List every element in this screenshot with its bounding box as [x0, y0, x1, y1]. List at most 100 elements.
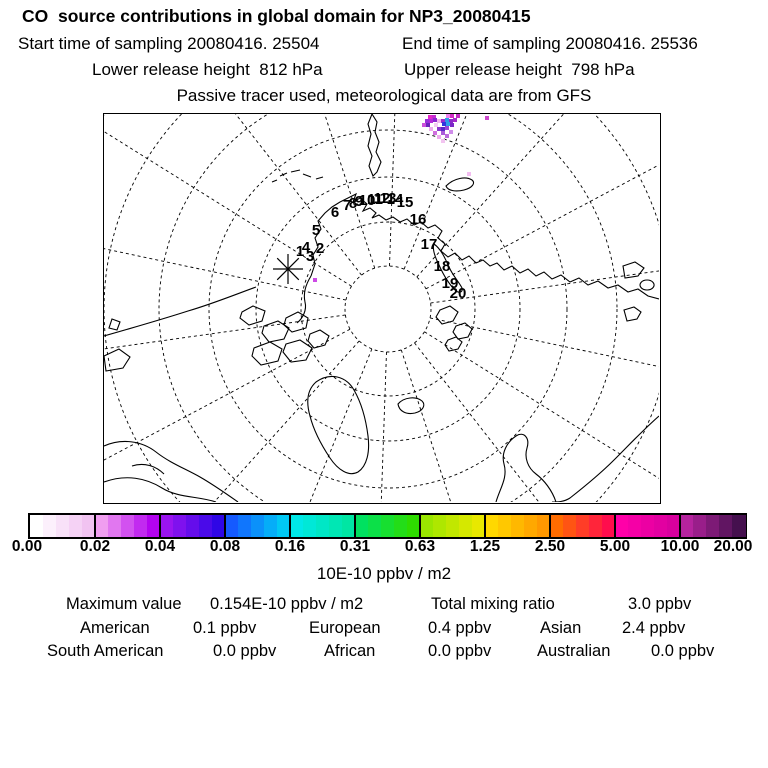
colorbar-cell [316, 515, 330, 537]
plume-cell [446, 122, 450, 126]
colorbar-divider [289, 514, 291, 538]
colorbar-cell [732, 515, 746, 537]
stat-text: South American [47, 642, 164, 660]
colorbar-cell [433, 515, 447, 537]
meridian-line [416, 114, 565, 278]
plume-cell [437, 127, 441, 131]
colorbar-tick-label: 0.31 [339, 538, 371, 555]
colorbar-cell [602, 515, 616, 537]
plume-cell [450, 123, 454, 127]
plume-cell [446, 114, 450, 118]
colorbar-tick-labels: 0.00 0.02 0.04 0.08 0.16 0.31 0.63 1.25 2.50 5.00… [0, 538, 768, 556]
colorbar-tick-label: 10.00 [660, 538, 700, 555]
colorbar-cell [108, 515, 122, 537]
lower-release-text: Lower release height 812 hPa [92, 60, 323, 79]
coastlines [104, 114, 659, 502]
plume-cell [433, 118, 437, 122]
colorbar-units-label: 10E-10 ppbv / m2 [316, 564, 452, 583]
trajectory-point-label: 12 [374, 190, 391, 207]
colorbar-cell [498, 515, 512, 537]
polar-map-frame: 1 2 3 4 5 6 7 8 9 10 11 12 13 14 15 16 17 18 19 20 [103, 113, 661, 504]
canadian-archipelago [239, 305, 330, 366]
colorbar-cell [472, 515, 486, 537]
bottom-left-coast [104, 477, 217, 502]
colorbar-cell [121, 515, 135, 537]
colorbar-cell [199, 515, 213, 537]
plume-cell [449, 130, 453, 134]
meridian-line [104, 131, 352, 287]
graticule [104, 114, 659, 502]
colorbar-cell [537, 515, 551, 537]
stat-text: Australian [537, 642, 611, 660]
plume-cell [445, 126, 449, 130]
trajectory-point-label: 15 [397, 194, 414, 211]
colorbar-divider [354, 514, 356, 538]
colorbar-cell [82, 515, 96, 537]
colorbar-tick-label: 5.00 [599, 538, 631, 555]
tracer-note-text: Passive tracer used, meteorological data… [176, 86, 592, 105]
page-title: CO source contributions in global domain… [22, 6, 531, 26]
stat-text: Asian [540, 619, 582, 637]
colorbar-cell [186, 515, 200, 537]
latitude-circle [208, 129, 568, 489]
upper-release-text: Upper release height 798 hPa [404, 60, 635, 79]
stat-text: American [80, 619, 150, 637]
trajectory-point-label: 17 [421, 236, 438, 253]
trajectory-point-label: 10 [359, 192, 376, 209]
trajectory-point-label: 1 [296, 243, 304, 260]
colorbar-cell [459, 515, 473, 537]
plume-cell [449, 119, 453, 123]
polar-islands [435, 305, 473, 352]
trajectory-point-label: 7 [343, 197, 351, 214]
stat-text: African [324, 642, 376, 660]
colorbar-cell [667, 515, 681, 537]
greenland-coast [307, 375, 370, 475]
bottom-right-coast [495, 433, 557, 502]
svalbard-islands [271, 169, 324, 183]
colorbar-divider [224, 514, 226, 538]
plume-cell [450, 114, 454, 118]
stat-text: 0.0 ppbv [428, 642, 492, 660]
colorbar-tick-label: 1.25 [469, 538, 501, 555]
stats-line-continents-2: South American 0.0 ppbv African 0.0 ppbv Aus… [0, 642, 768, 660]
plume-cell [429, 119, 433, 123]
colorbar-cell [628, 515, 642, 537]
plume-cell [425, 119, 429, 123]
trajectory-point-label: 16 [410, 211, 427, 228]
meridian-line [104, 314, 346, 350]
colorbar-tick-label: 0.63 [404, 538, 436, 555]
meridian-line [380, 351, 387, 502]
stat-text: 0.0 ppbv [213, 642, 277, 660]
colorbar-tick-label: 2.50 [534, 538, 566, 555]
plume-cell [428, 115, 432, 119]
plume-cell [437, 119, 441, 123]
colorbar-divider [679, 514, 681, 538]
labrador-coast [104, 440, 239, 502]
latitude-circle [344, 265, 432, 353]
stat-text: 3.0 ppbv [628, 595, 692, 613]
colorbar-cell [641, 515, 655, 537]
colorbar-cell [680, 515, 694, 537]
meridian-line [104, 248, 347, 301]
plume-cell [485, 116, 489, 120]
meridian-line [235, 114, 362, 276]
colorbar-cell [43, 515, 57, 537]
colorbar-cell [407, 515, 421, 537]
stat-text: 0.1 ppbv [193, 619, 257, 637]
trajectory-point-label: 9 [355, 193, 363, 210]
colorbar-tick-label: 20.00 [713, 538, 753, 555]
colorbar-cell [563, 515, 577, 537]
meridian-line [424, 331, 659, 479]
colorbar-tick-label: 0.16 [274, 538, 306, 555]
plume-cell [432, 115, 436, 119]
latitude-circle [300, 221, 476, 397]
colorbar [28, 513, 747, 539]
colorbar-tick-label: 0.02 [79, 538, 111, 555]
start-time-text: Start time of sampling 20080416. 25504 [18, 34, 320, 53]
colorbar-cell [251, 515, 265, 537]
plume-cell [437, 135, 441, 139]
colorbar-cell [303, 515, 317, 537]
trajectory-point-label: 19 [442, 275, 459, 292]
